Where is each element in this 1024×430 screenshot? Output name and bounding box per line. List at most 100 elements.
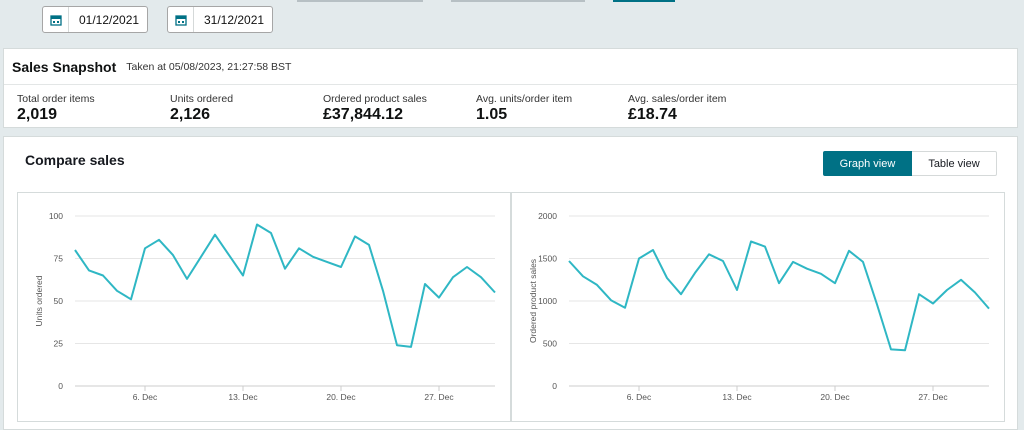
data-point[interactable]: [735, 288, 739, 292]
data-point[interactable]: [451, 275, 455, 279]
data-point[interactable]: [171, 253, 175, 257]
data-point[interactable]: [749, 240, 753, 244]
data-point[interactable]: [465, 265, 469, 269]
end-date-value[interactable]: 31/12/2021: [204, 12, 265, 27]
data-point[interactable]: [903, 348, 907, 352]
end-date-field[interactable]: 31/12/2021: [167, 6, 273, 33]
data-point[interactable]: [945, 288, 949, 292]
data-point[interactable]: [861, 260, 865, 264]
sales-snapshot-card: Sales Snapshot Taken at 05/08/2023, 21:2…: [3, 48, 1018, 128]
data-point[interactable]: [595, 283, 599, 287]
data-point[interactable]: [693, 271, 697, 275]
x-tick-label: 13. Dec: [228, 392, 258, 402]
data-point[interactable]: [479, 275, 483, 279]
data-point[interactable]: [721, 259, 725, 263]
data-point[interactable]: [311, 255, 315, 259]
data-point[interactable]: [241, 274, 245, 278]
calendar-icon[interactable]: [168, 7, 194, 32]
data-point[interactable]: [931, 302, 935, 306]
data-point[interactable]: [185, 277, 189, 281]
y-tick-label: 500: [543, 339, 557, 349]
data-point[interactable]: [973, 291, 977, 295]
snapshot-header: Sales Snapshot Taken at 05/08/2023, 21:2…: [4, 49, 1017, 85]
data-point[interactable]: [367, 243, 371, 247]
metric-label: Ordered product sales: [323, 93, 427, 105]
data-point[interactable]: [819, 272, 823, 276]
filter-bar: 01/12/2021 31/12/2021: [0, 0, 1024, 44]
y-tick-label: 1500: [538, 254, 557, 264]
data-point[interactable]: [959, 278, 963, 282]
data-point[interactable]: [987, 307, 991, 311]
table-view-button[interactable]: Table view: [912, 151, 997, 176]
data-point[interactable]: [493, 291, 497, 295]
metric-units-ordered: Units ordered 2,126: [170, 93, 233, 124]
y-axis-label: Ordered product sales: [528, 259, 538, 343]
data-point[interactable]: [395, 343, 399, 347]
data-point[interactable]: [437, 296, 441, 300]
series-line[interactable]: [74, 223, 496, 348]
data-point[interactable]: [143, 246, 147, 250]
data-point[interactable]: [73, 248, 77, 252]
apply-button-edge[interactable]: [613, 0, 675, 2]
data-point[interactable]: [269, 231, 273, 235]
x-tick-label: 6. Dec: [133, 392, 158, 402]
x-tick-label: 20. Dec: [820, 392, 850, 402]
data-point[interactable]: [283, 267, 287, 271]
metric-label: Avg. sales/order item: [628, 93, 727, 105]
series-line[interactable]: [568, 240, 990, 352]
data-point[interactable]: [847, 249, 851, 253]
data-point[interactable]: [651, 248, 655, 252]
data-point[interactable]: [637, 257, 641, 261]
x-tick-label: 27. Dec: [918, 392, 948, 402]
data-point[interactable]: [805, 267, 809, 271]
y-tick-label: 0: [552, 381, 557, 391]
data-point[interactable]: [213, 233, 217, 237]
y-tick-label: 1000: [538, 296, 557, 306]
data-point[interactable]: [833, 281, 837, 285]
data-point[interactable]: [889, 347, 893, 351]
data-point[interactable]: [297, 246, 301, 250]
data-point[interactable]: [423, 282, 427, 286]
data-point[interactable]: [917, 292, 921, 296]
metric-value: 2,126: [170, 106, 211, 123]
x-tick-label: 20. Dec: [326, 392, 356, 402]
start-date-field[interactable]: 01/12/2021: [42, 6, 148, 33]
graph-view-button[interactable]: Graph view: [823, 151, 912, 176]
metric-avg-units-per-order-item: Avg. units/order item 1.05: [476, 93, 572, 124]
data-point[interactable]: [115, 289, 119, 293]
start-date-value[interactable]: 01/12/2021: [79, 12, 140, 27]
data-point[interactable]: [581, 274, 585, 278]
data-point[interactable]: [353, 234, 357, 238]
data-point[interactable]: [777, 281, 781, 285]
data-point[interactable]: [339, 265, 343, 269]
data-point[interactable]: [157, 238, 161, 242]
data-point[interactable]: [129, 297, 133, 301]
data-point[interactable]: [227, 253, 231, 257]
metric-total-order-items: Total order items 2,019: [17, 93, 95, 124]
data-point[interactable]: [609, 298, 613, 302]
y-tick-label: 2000: [538, 211, 557, 221]
metric-ordered-product-sales: Ordered product sales £37,844.12: [323, 93, 427, 124]
data-point[interactable]: [199, 255, 203, 259]
data-point[interactable]: [679, 292, 683, 296]
data-point[interactable]: [763, 245, 767, 249]
data-point[interactable]: [623, 306, 627, 310]
data-point[interactable]: [87, 268, 91, 272]
data-point[interactable]: [255, 223, 259, 227]
data-point[interactable]: [101, 274, 105, 278]
data-point[interactable]: [665, 276, 669, 280]
data-point[interactable]: [791, 260, 795, 264]
x-tick-label: 13. Dec: [722, 392, 752, 402]
calendar-icon[interactable]: [43, 7, 69, 32]
data-point[interactable]: [707, 252, 711, 256]
metric-label: Avg. units/order item: [476, 93, 573, 105]
data-point[interactable]: [409, 345, 413, 349]
data-point[interactable]: [325, 260, 329, 264]
units-ordered-chart: 0 25 50 75 100 6. Dec 13. Dec 20. Dec 27. Dec Uni…: [34, 211, 497, 402]
data-point[interactable]: [567, 259, 571, 263]
metric-avg-sales-per-order-item: Avg. sales/order item £18.74: [628, 93, 726, 124]
y-axis-label: Units ordered: [34, 275, 44, 326]
data-point[interactable]: [875, 302, 879, 306]
data-point[interactable]: [381, 289, 385, 293]
metric-label: Units ordered: [170, 93, 234, 105]
